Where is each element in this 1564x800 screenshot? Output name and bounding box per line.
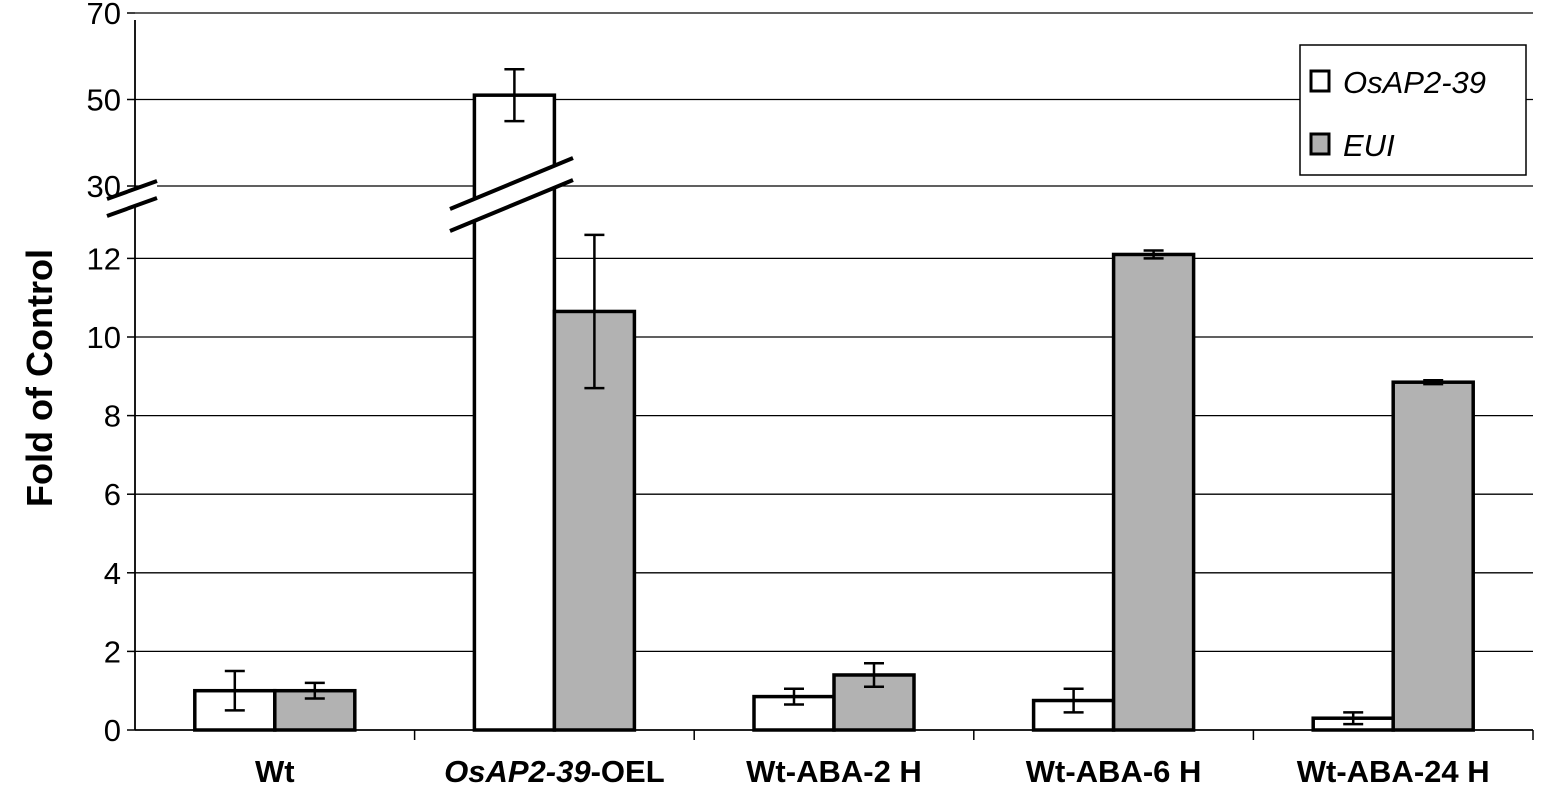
x-category-label: Wt-ABA-2 H	[746, 754, 922, 789]
axis-break-line	[449, 178, 574, 233]
legend: OsAP2-39 EUI	[1299, 44, 1527, 176]
legend-swatch-eui	[1309, 132, 1331, 156]
axis-break-gap	[107, 181, 157, 216]
y-tick-label: 50	[87, 83, 121, 118]
axis-break-mark	[106, 179, 158, 218]
x-category-label-italic: OsAP2-39	[444, 754, 591, 789]
axis-break-mark	[449, 156, 574, 233]
y-tick-label: 4	[104, 556, 121, 591]
legend-box	[1299, 44, 1527, 176]
legend-label-osap2-39: OsAP2-39	[1343, 65, 1486, 100]
axis-break-line	[106, 179, 158, 201]
y-tick-label: 10	[87, 320, 121, 355]
x-category-label-plain: Wt-ABA-6 H	[1026, 754, 1202, 789]
y-tick-label: 8	[104, 399, 121, 434]
legend-label-eui: EUI	[1343, 128, 1395, 163]
x-category-label-plain: -OEL	[591, 754, 665, 789]
y-tick-label: 70	[87, 0, 121, 31]
x-category-label-plain: Wt-ABA-2 H	[746, 754, 922, 789]
x-category-labels: Wt OsAP2-39-OEL Wt-ABA-2 H Wt-ABA-6 H Wt-ABA…	[255, 754, 1490, 789]
x-category-label-plain: Wt-ABA-24 H	[1297, 754, 1490, 789]
axis-break-gap	[450, 158, 573, 231]
axis-break-line	[449, 156, 574, 211]
gridlines	[135, 12, 1533, 653]
y-tick-label: 0	[104, 713, 121, 748]
axis-break-line	[106, 196, 158, 218]
legend-swatch-osap2-39	[1309, 69, 1331, 93]
x-category-label: Wt-ABA-6 H	[1026, 754, 1202, 789]
bar	[1391, 380, 1475, 732]
x-category-label: Wt	[255, 754, 295, 789]
y-tick-labels: 0 2 4 6 8 10 12 30 50 70	[87, 0, 121, 748]
axes	[106, 12, 1534, 740]
y-axis-label: Fold of Control	[19, 249, 60, 507]
bar	[1111, 252, 1196, 732]
bars	[193, 67, 1475, 732]
y-tick-label: 2	[104, 634, 121, 669]
y-tick-label: 30	[87, 169, 121, 204]
y-tick-label: 12	[87, 241, 121, 276]
x-category-label-plain: Wt	[255, 754, 295, 789]
x-category-label: Wt-ABA-24 H	[1297, 754, 1490, 789]
x-category-label: OsAP2-39-OEL	[444, 754, 665, 789]
y-tick-label: 6	[104, 477, 121, 512]
